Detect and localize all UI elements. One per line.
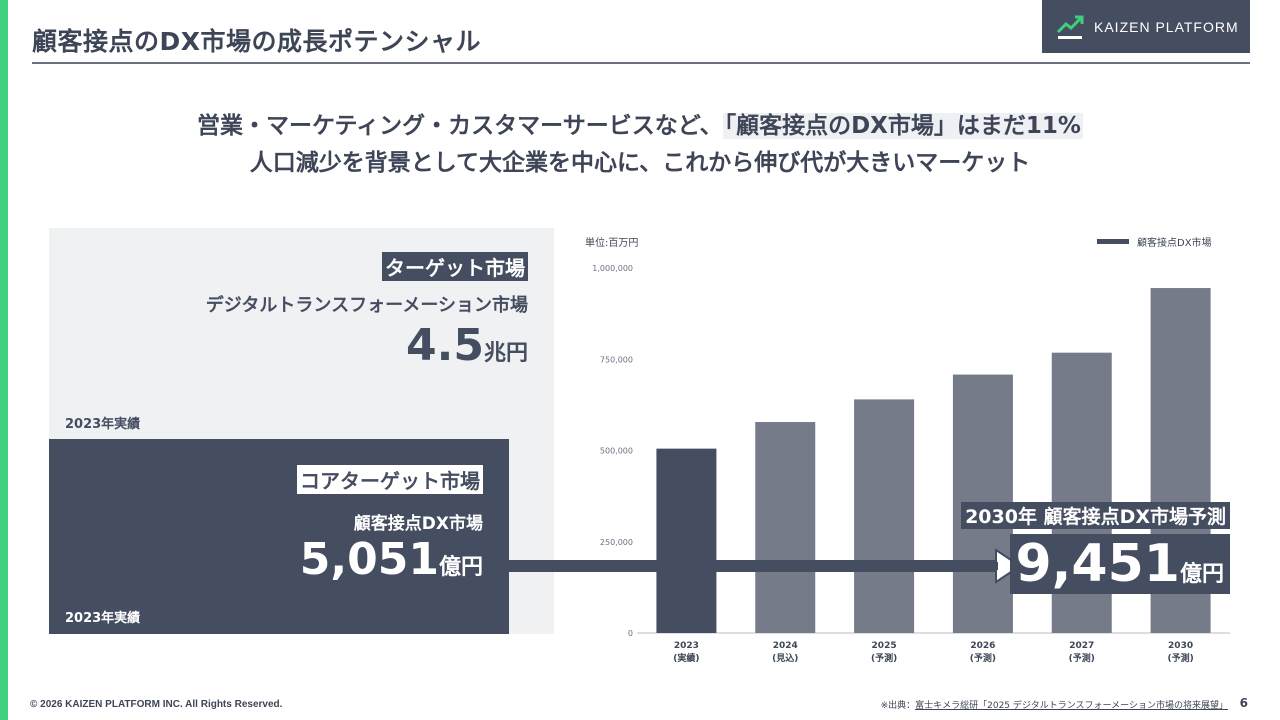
y-tick-label: 500,000 xyxy=(600,447,633,456)
y-tick-label: 0 xyxy=(628,629,633,638)
x-tick-label: 2023 xyxy=(674,641,699,651)
chart-unit-label: 単位:百万円 xyxy=(585,236,638,249)
page-number: 6 xyxy=(1239,696,1248,710)
source-link[interactable]: 富士キメラ総研「2025 デジタルトランスフォーメーション市場の将来展望」 xyxy=(915,701,1228,711)
legend-label: 顧客接点DX市場 xyxy=(1137,236,1212,249)
accent-bar xyxy=(0,0,8,720)
growth-chart-icon xyxy=(1056,15,1084,39)
legend-swatch xyxy=(1097,239,1129,244)
y-tick-label: 250,000 xyxy=(600,538,633,547)
x-tick-note: (予測) xyxy=(1069,652,1095,664)
market-bar-chart: 単位:百万円 顧客接点DX市場 0 250,000 500,000 750,000 1,00… xyxy=(585,236,1230,664)
page-title: 顧客接点のDX市場の成長ポテンシャル xyxy=(32,27,482,56)
forecast-number: 9,451 xyxy=(1015,534,1180,594)
target-market-year-note: 2023年実績 xyxy=(65,417,141,432)
chart-bar xyxy=(755,422,816,633)
x-tick-label: 2025 xyxy=(872,641,897,651)
source-prefix: ※出典： xyxy=(880,701,916,711)
growth-arrow xyxy=(508,548,1022,584)
headline-line-2: 人口減少を背景として大企業を中心に、これから伸び代が大きいマーケット xyxy=(249,150,1031,176)
core-market-subtitle: 顧客接点DX市場 xyxy=(353,514,483,534)
y-tick-label: 1,000,000 xyxy=(592,264,633,273)
chart-bar xyxy=(656,448,717,633)
x-tick-note: (見込) xyxy=(772,652,798,664)
y-tick-label: 750,000 xyxy=(600,355,633,364)
x-tick-label: 2024 xyxy=(773,641,798,651)
core-market-panel: コアターゲット市場 顧客接点DX市場 5,051億円 2023年実績 xyxy=(49,439,509,634)
target-market-subtitle: デジタルトランスフォーメーション市場 xyxy=(205,295,528,316)
x-tick-note: (予測) xyxy=(871,652,897,664)
forecast-value: 9,451 億円 xyxy=(1009,534,1230,594)
headline-line-1: 営業・マーケティング・カスタマーサービスなど、「顧客接点のDX市場」はまだ11% xyxy=(0,106,1280,140)
chart-bar xyxy=(854,399,915,633)
core-market-tag: コアターゲット市場 xyxy=(297,465,483,494)
copyright: © 2026 KAIZEN PLATFORM INC. All Rights R… xyxy=(30,699,283,710)
forecast-unit: 億円 xyxy=(1179,562,1224,587)
target-market-unit: 兆円 xyxy=(483,341,528,366)
x-tick-note: (予測) xyxy=(970,652,996,664)
x-tick-note: (実績) xyxy=(673,652,699,664)
core-market-value: 5,051億円 xyxy=(300,534,483,585)
core-market-year-note: 2023年実績 xyxy=(65,611,141,626)
x-tick-note: (予測) xyxy=(1167,652,1193,664)
core-market-unit: 億円 xyxy=(438,555,483,580)
target-market-value: 4.5兆円 xyxy=(406,320,528,371)
headline-prefix: 営業・マーケティング・カスタマーサービスなど、 xyxy=(197,113,723,139)
source-citation: ※出典：富士キメラ総研「2025 デジタルトランスフォーメーション市場の将来展望… xyxy=(881,698,1228,711)
target-market-number: 4.5 xyxy=(406,320,484,371)
forecast-tag: 2030年 顧客接点DX市場予測 xyxy=(961,502,1230,529)
x-tick-label: 2030 xyxy=(1168,641,1193,651)
core-market-number: 5,051 xyxy=(299,534,439,585)
x-tick-label: 2027 xyxy=(1069,641,1094,651)
company-logo: KAIZEN PLATFORM xyxy=(1042,0,1250,53)
x-tick-label: 2026 xyxy=(970,641,995,651)
target-market-tag: ターゲット市場 xyxy=(382,252,528,281)
logo-text: KAIZEN PLATFORM xyxy=(1094,18,1239,35)
title-divider xyxy=(32,62,1250,64)
headline-highlight: 「顧客接点のDX市場」はまだ11% xyxy=(722,113,1083,139)
